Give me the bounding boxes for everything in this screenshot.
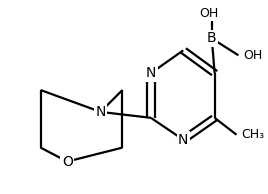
Text: N: N <box>178 133 188 147</box>
Text: OH: OH <box>200 7 219 20</box>
Text: OH: OH <box>244 49 263 62</box>
Text: N: N <box>146 66 156 80</box>
Text: B: B <box>207 31 217 45</box>
Text: N: N <box>95 105 106 119</box>
Text: O: O <box>62 155 73 169</box>
Text: CH₃: CH₃ <box>242 128 265 141</box>
